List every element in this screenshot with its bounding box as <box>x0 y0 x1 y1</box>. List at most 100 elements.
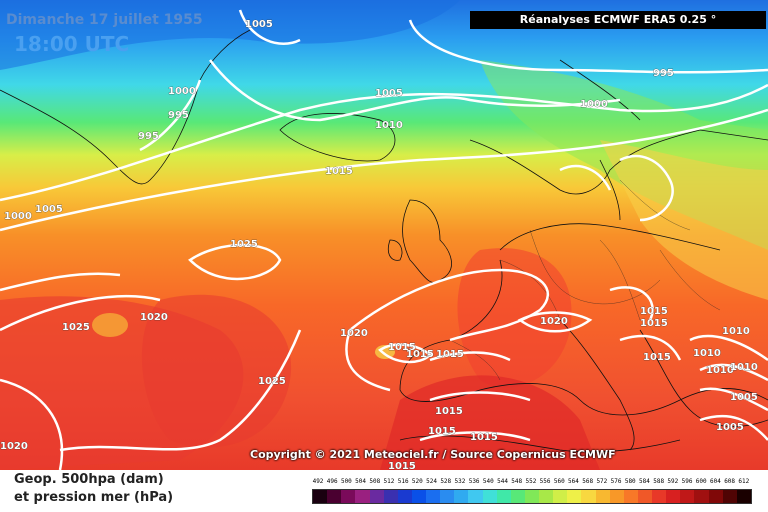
yellow-spot <box>92 313 128 337</box>
scale-value-label: 528 <box>440 478 452 485</box>
isobar-label: 1015 <box>325 166 353 177</box>
map-time: 18:00 UTC <box>14 32 130 56</box>
scale-swatch <box>468 490 483 503</box>
scale-value-label: 596 <box>681 478 693 485</box>
caption-pressure: et pression mer (hPa) <box>14 490 174 505</box>
isobar-label: 995 <box>138 131 159 142</box>
scale-value-label: 576 <box>610 478 622 485</box>
copyright-notice: Copyright © 2021 Meteociel.fr / Source C… <box>250 448 616 461</box>
coastlines <box>0 29 768 453</box>
isobar-label: 1000 <box>4 211 32 222</box>
scale-value-label: 568 <box>582 478 594 485</box>
scale-value-label: 564 <box>568 478 579 485</box>
scale-swatch <box>609 490 624 503</box>
yellow-spot-iberia <box>375 345 395 359</box>
scale-swatch <box>496 490 511 503</box>
scale-value-label: 612 <box>738 478 750 485</box>
isobar-label: 1015 <box>643 352 671 363</box>
scale-value-label: 544 <box>497 478 508 485</box>
scale-swatch <box>623 490 638 503</box>
scale-swatch <box>539 490 554 503</box>
isobar-label: 1025 <box>230 239 258 250</box>
isobar-label: 1010 <box>693 348 721 359</box>
scale-value-label: 560 <box>553 478 565 485</box>
scale-value-label: 516 <box>397 478 409 485</box>
isobar-label: 1005 <box>730 392 758 403</box>
scale-swatch <box>666 490 681 503</box>
scale-value-label: 504 <box>355 478 366 485</box>
scale-swatch <box>327 490 342 503</box>
isobar-label: 1015 <box>406 349 434 360</box>
isobar-label: 1015 <box>428 426 456 437</box>
scale-swatch <box>383 490 398 503</box>
scale-swatch <box>595 490 610 503</box>
isobar-label: 995 <box>168 110 189 121</box>
caption-geopotential: Geop. 500hpa (dam) <box>14 472 164 487</box>
scale-swatch <box>637 490 652 503</box>
isobar-label: 1015 <box>436 349 464 360</box>
isobar-label: 1025 <box>62 322 90 333</box>
isobar-label: 1020 <box>140 312 168 323</box>
isobars <box>0 9 768 470</box>
scale-value-label: 552 <box>525 478 537 485</box>
color-scale-labels: 492 496 500 504 508 512 516 520 524 528 532 536 540 5… <box>312 478 752 488</box>
isobar-label: 1005 <box>716 422 744 433</box>
scale-swatch <box>524 490 539 503</box>
scale-value-label: 496 <box>326 478 338 485</box>
isobar-label: 995 <box>653 68 674 79</box>
isobar-label: 1000 <box>168 86 196 97</box>
isobar-label: 1025 <box>258 376 286 387</box>
isobar-label: 1010 <box>375 120 403 131</box>
low-geopotential-area <box>0 0 460 70</box>
isobar-label: 1020 <box>340 328 368 339</box>
map-date: Dimanche 17 juillet 1955 <box>6 12 203 28</box>
scale-value-label: 524 <box>426 478 437 485</box>
scale-value-label: 548 <box>511 478 523 485</box>
isobar-label: 1005 <box>375 88 403 99</box>
isobar-label: 1015 <box>388 342 416 353</box>
scale-value-label: 592 <box>667 478 679 485</box>
color-scale-bar <box>312 489 752 504</box>
isobar-label: 1020 <box>540 316 568 327</box>
scale-value-label: 540 <box>482 478 494 485</box>
scale-value-label: 580 <box>624 478 636 485</box>
isobar-labels: 1005 1000 995 995 1005 1010 1015 1000 99… <box>0 19 758 470</box>
isobar-label: 1015 <box>640 318 668 329</box>
scale-swatch <box>426 490 441 503</box>
scale-value-label: 556 <box>539 478 551 485</box>
scale-value-label: 604 <box>709 478 721 485</box>
scale-swatch <box>581 490 596 503</box>
isobar-label: 1000 <box>580 99 608 110</box>
scale-swatch <box>454 490 469 503</box>
isobar-label: 1015 <box>470 432 498 443</box>
scale-swatch <box>694 490 709 503</box>
scale-value-label: 508 <box>369 478 381 485</box>
scale-value-label: 512 <box>383 478 395 485</box>
yellow-band-east <box>600 140 768 300</box>
scale-value-label: 500 <box>340 478 352 485</box>
isobar-label: 1010 <box>730 362 758 373</box>
scale-swatch <box>680 490 695 503</box>
scale-value-label: 536 <box>468 478 480 485</box>
scale-swatch <box>411 490 426 503</box>
scale-value-label: 584 <box>639 478 650 485</box>
data-source-label: Réanalyses ECMWF ERA5 0.25 ° <box>470 11 766 29</box>
scale-value-label: 520 <box>411 478 423 485</box>
scale-value-label: 608 <box>724 478 736 485</box>
scale-swatch <box>652 490 667 503</box>
isobar-label: 1010 <box>706 365 734 376</box>
scale-swatch <box>482 490 497 503</box>
isobar-label: 1015 <box>640 306 668 317</box>
scale-swatch <box>397 490 412 503</box>
scale-swatch <box>313 490 328 503</box>
scale-swatch <box>510 490 525 503</box>
scale-swatch <box>369 490 384 503</box>
scale-swatch <box>355 490 370 503</box>
scale-value-label: 572 <box>596 478 608 485</box>
isobar-label: 1010 <box>722 326 750 337</box>
scale-swatch <box>341 490 356 503</box>
scale-swatch <box>440 490 455 503</box>
isobar-label: 1015 <box>388 461 416 470</box>
scale-value-label: 532 <box>454 478 466 485</box>
scale-swatch <box>722 490 737 503</box>
